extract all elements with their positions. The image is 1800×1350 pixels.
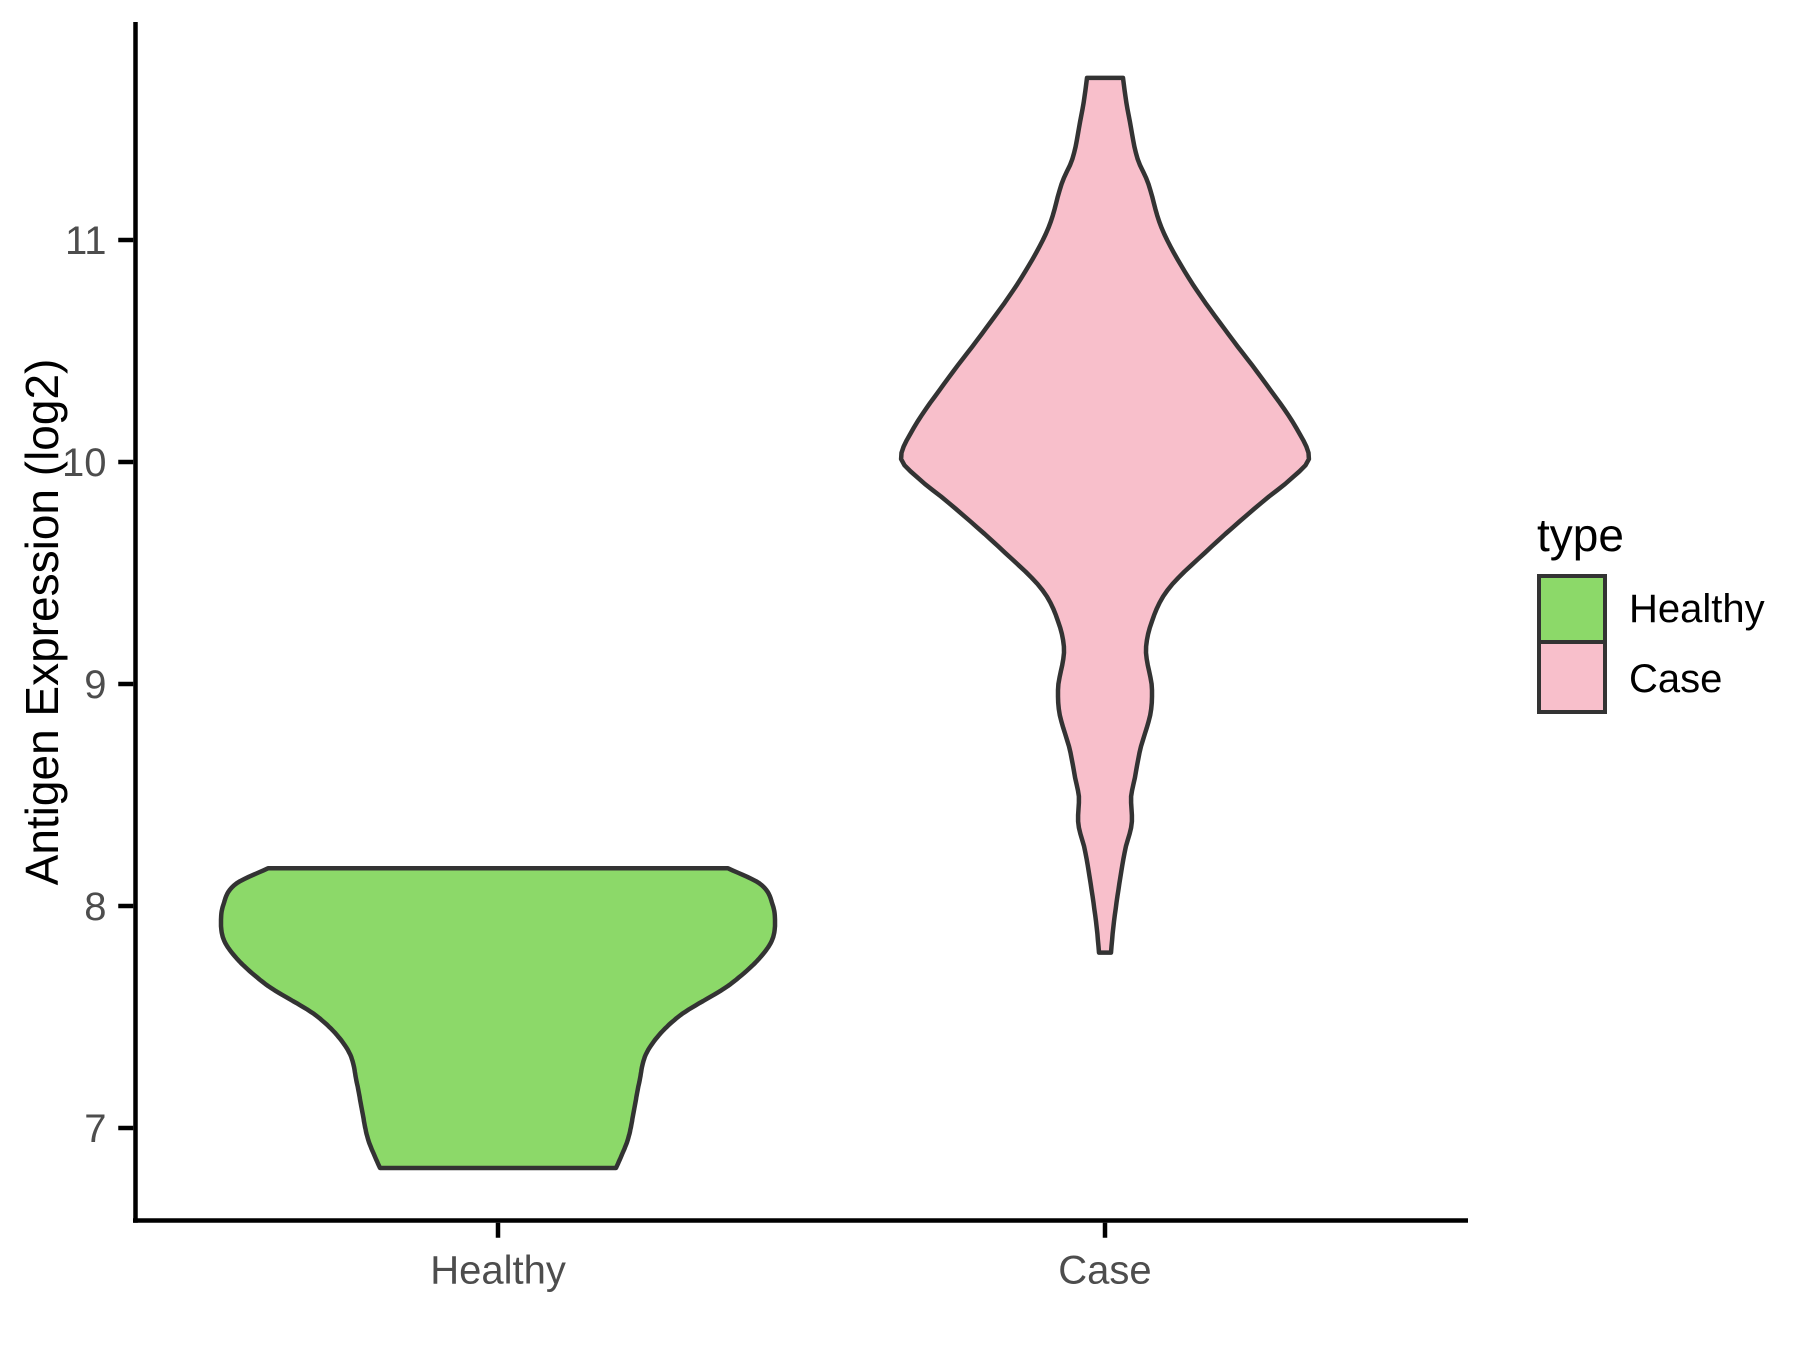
svg-text:9: 9 (84, 663, 106, 707)
legend-label-case: Case (1629, 657, 1723, 701)
legend-swatch-healthy (1537, 574, 1607, 644)
legend-item-healthy: Healthy (1537, 574, 1765, 644)
svg-text:11: 11 (65, 219, 107, 263)
legend-swatch-case (1537, 644, 1607, 714)
legend-title: type (1537, 509, 1624, 561)
legend-item-case: Case (1537, 644, 1765, 714)
legend-label-healthy: Healthy (1629, 587, 1765, 631)
svg-text:Antigen Expression (log2): Antigen Expression (log2) (16, 359, 68, 886)
svg-text:Healthy: Healthy (430, 1249, 566, 1293)
svg-text:7: 7 (84, 1107, 106, 1151)
svg-text:Case: Case (1058, 1249, 1151, 1293)
legend: type Healthy Case (1537, 512, 1765, 714)
svg-text:8: 8 (84, 885, 106, 929)
svg-text:10: 10 (62, 441, 107, 485)
